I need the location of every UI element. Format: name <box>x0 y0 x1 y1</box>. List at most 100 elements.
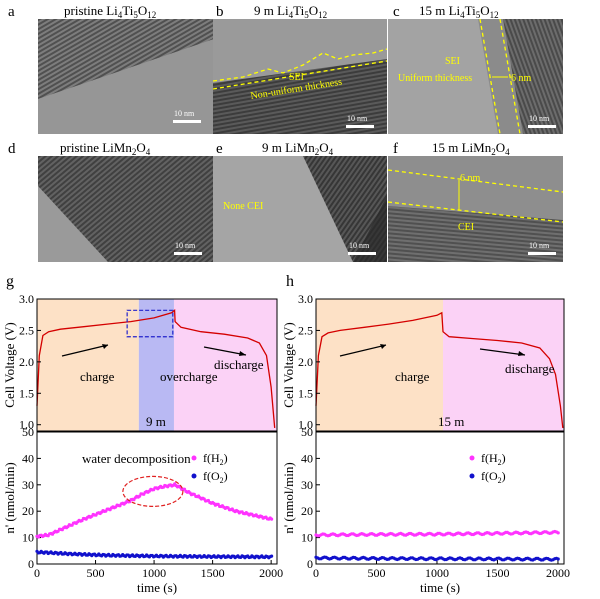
title-sub: 12 <box>489 10 499 20</box>
title-text: O <box>480 3 490 18</box>
x-axis-label: time (s) <box>137 580 177 595</box>
panel-title-d: pristine LiMn2O4 <box>60 141 150 159</box>
tem-image-a: 10 nm <box>38 19 214 134</box>
title-text: O <box>137 3 148 18</box>
ytick-label: 1.0 <box>298 418 313 432</box>
cei-label: CEI <box>458 222 474 233</box>
h2-point <box>556 531 560 535</box>
title-sub: 4 <box>505 147 510 157</box>
panel-title-a: pristine Li4Ti5O12 <box>64 4 156 22</box>
tem-image-d: 10 nm <box>38 156 214 262</box>
xtick-label: 1000 <box>142 566 166 580</box>
title-sub: 2 <box>491 147 496 157</box>
ytick-label: 20 <box>22 504 34 518</box>
title-sub: 5 <box>475 10 481 20</box>
panel-label-b: b <box>216 4 224 20</box>
scale-label: 10 nm <box>349 241 370 250</box>
ytick-label: 3.0 <box>298 292 313 306</box>
region-overcharge <box>138 299 174 431</box>
y-axis-label-voltage: Cell Voltage (V) <box>2 322 17 407</box>
voltage-curve <box>315 311 564 428</box>
ytick-label: 40 <box>301 451 313 465</box>
legend-marker <box>191 455 197 461</box>
ann-discharge: discharge <box>214 357 264 372</box>
title-text: Ti <box>293 3 305 18</box>
tem-image-f: 6 nm CEI 10 nm <box>388 156 563 262</box>
panel-label-f: f <box>393 141 398 157</box>
xtick-label: 1500 <box>485 566 509 580</box>
water-decomposition-label: water decomposition <box>82 451 191 466</box>
scale-bar <box>348 252 376 255</box>
tem-texture-a <box>38 19 214 134</box>
flux-axes-frame <box>315 431 565 565</box>
legend-marker <box>469 473 475 479</box>
title-sub: 4 <box>328 147 334 157</box>
o2-point <box>556 557 560 561</box>
tem-image-e: None CEI 10 nm <box>213 156 387 262</box>
ytick-label: 1.5 <box>19 386 34 400</box>
panel-title-b: 9 m Li4Ti5O12 <box>254 4 327 22</box>
tem-texture-b: SEI Non-uniform thickness <box>213 19 387 134</box>
scale-label: 10 nm <box>347 114 368 123</box>
arrow-head <box>380 344 386 349</box>
title-sub: 4 <box>460 10 465 20</box>
panel-label-e: e <box>216 141 223 157</box>
xtick-label: 1000 <box>425 566 449 580</box>
ytick-label: 10 <box>22 531 34 545</box>
legend-marker <box>469 455 475 461</box>
region-label: 9 m <box>146 414 166 429</box>
cei-thickness-value: 6 nm <box>460 173 481 184</box>
title-sub: 12 <box>318 10 328 20</box>
y-axis-label-flux: n' (nmol/min) <box>281 462 296 533</box>
voltage-axes-frame <box>315 298 565 432</box>
ytick-label: 50 <box>301 425 313 439</box>
region-charge <box>316 299 444 431</box>
o2-point <box>270 554 274 558</box>
region-discharge <box>443 299 564 431</box>
highlight-ellipse <box>122 475 184 507</box>
ytick-label: 10 <box>301 531 313 545</box>
ytick-label: 2.0 <box>298 355 313 369</box>
arrow-charge <box>61 344 109 357</box>
ytick-label: 2.5 <box>19 323 34 337</box>
none-cei-label: None CEI <box>223 201 263 212</box>
title-text: pristine LiMn <box>60 140 132 155</box>
title-sub: 4 <box>117 10 123 20</box>
y-axis-label-flux: n' (nmol/min) <box>2 462 17 533</box>
title-text: Ti <box>464 3 476 18</box>
xtick-label: 500 <box>367 566 385 580</box>
ytick-label: 2.0 <box>19 355 34 369</box>
panel-label-h: h <box>286 273 294 290</box>
ann-discharge: discharge <box>505 361 555 376</box>
title-sub: 2 <box>314 147 320 157</box>
legend-marker <box>191 473 197 479</box>
ytick-label: 1.5 <box>298 386 313 400</box>
panel-title-e: 9 m LiMn2O4 <box>262 141 333 159</box>
title-sub: 4 <box>288 10 294 20</box>
title-text: pristine Li <box>64 3 118 18</box>
scale-bar <box>173 120 201 123</box>
voltage-axes-frame <box>36 298 278 432</box>
y-axis-label-voltage: Cell Voltage (V) <box>281 322 296 407</box>
ytick-label: 40 <box>22 451 34 465</box>
title-text: O <box>319 140 329 155</box>
voltage-curve <box>36 308 276 428</box>
panel-title-c: 15 m Li4Ti5O12 <box>419 4 499 22</box>
ytick-label: 30 <box>22 478 34 492</box>
ann-charge: charge <box>395 369 430 384</box>
tem-texture-e: None CEI <box>213 156 387 262</box>
tem-texture-d <box>38 156 214 262</box>
title-text: O <box>136 140 146 155</box>
h2-point <box>270 517 274 521</box>
title-text: Ti <box>122 3 134 18</box>
xtick-label: 500 <box>87 566 105 580</box>
panel-label-c: c <box>393 4 400 20</box>
panel-title-f: 15 m LiMn2O4 <box>432 141 510 159</box>
scale-label: 10 nm <box>174 109 195 118</box>
title-text: 15 m LiMn <box>432 140 492 155</box>
title-sub: 12 <box>147 10 157 20</box>
ytick-label: 2.5 <box>298 323 313 337</box>
title-text: 9 m LiMn <box>262 140 315 155</box>
scale-label: 10 nm <box>529 114 550 123</box>
